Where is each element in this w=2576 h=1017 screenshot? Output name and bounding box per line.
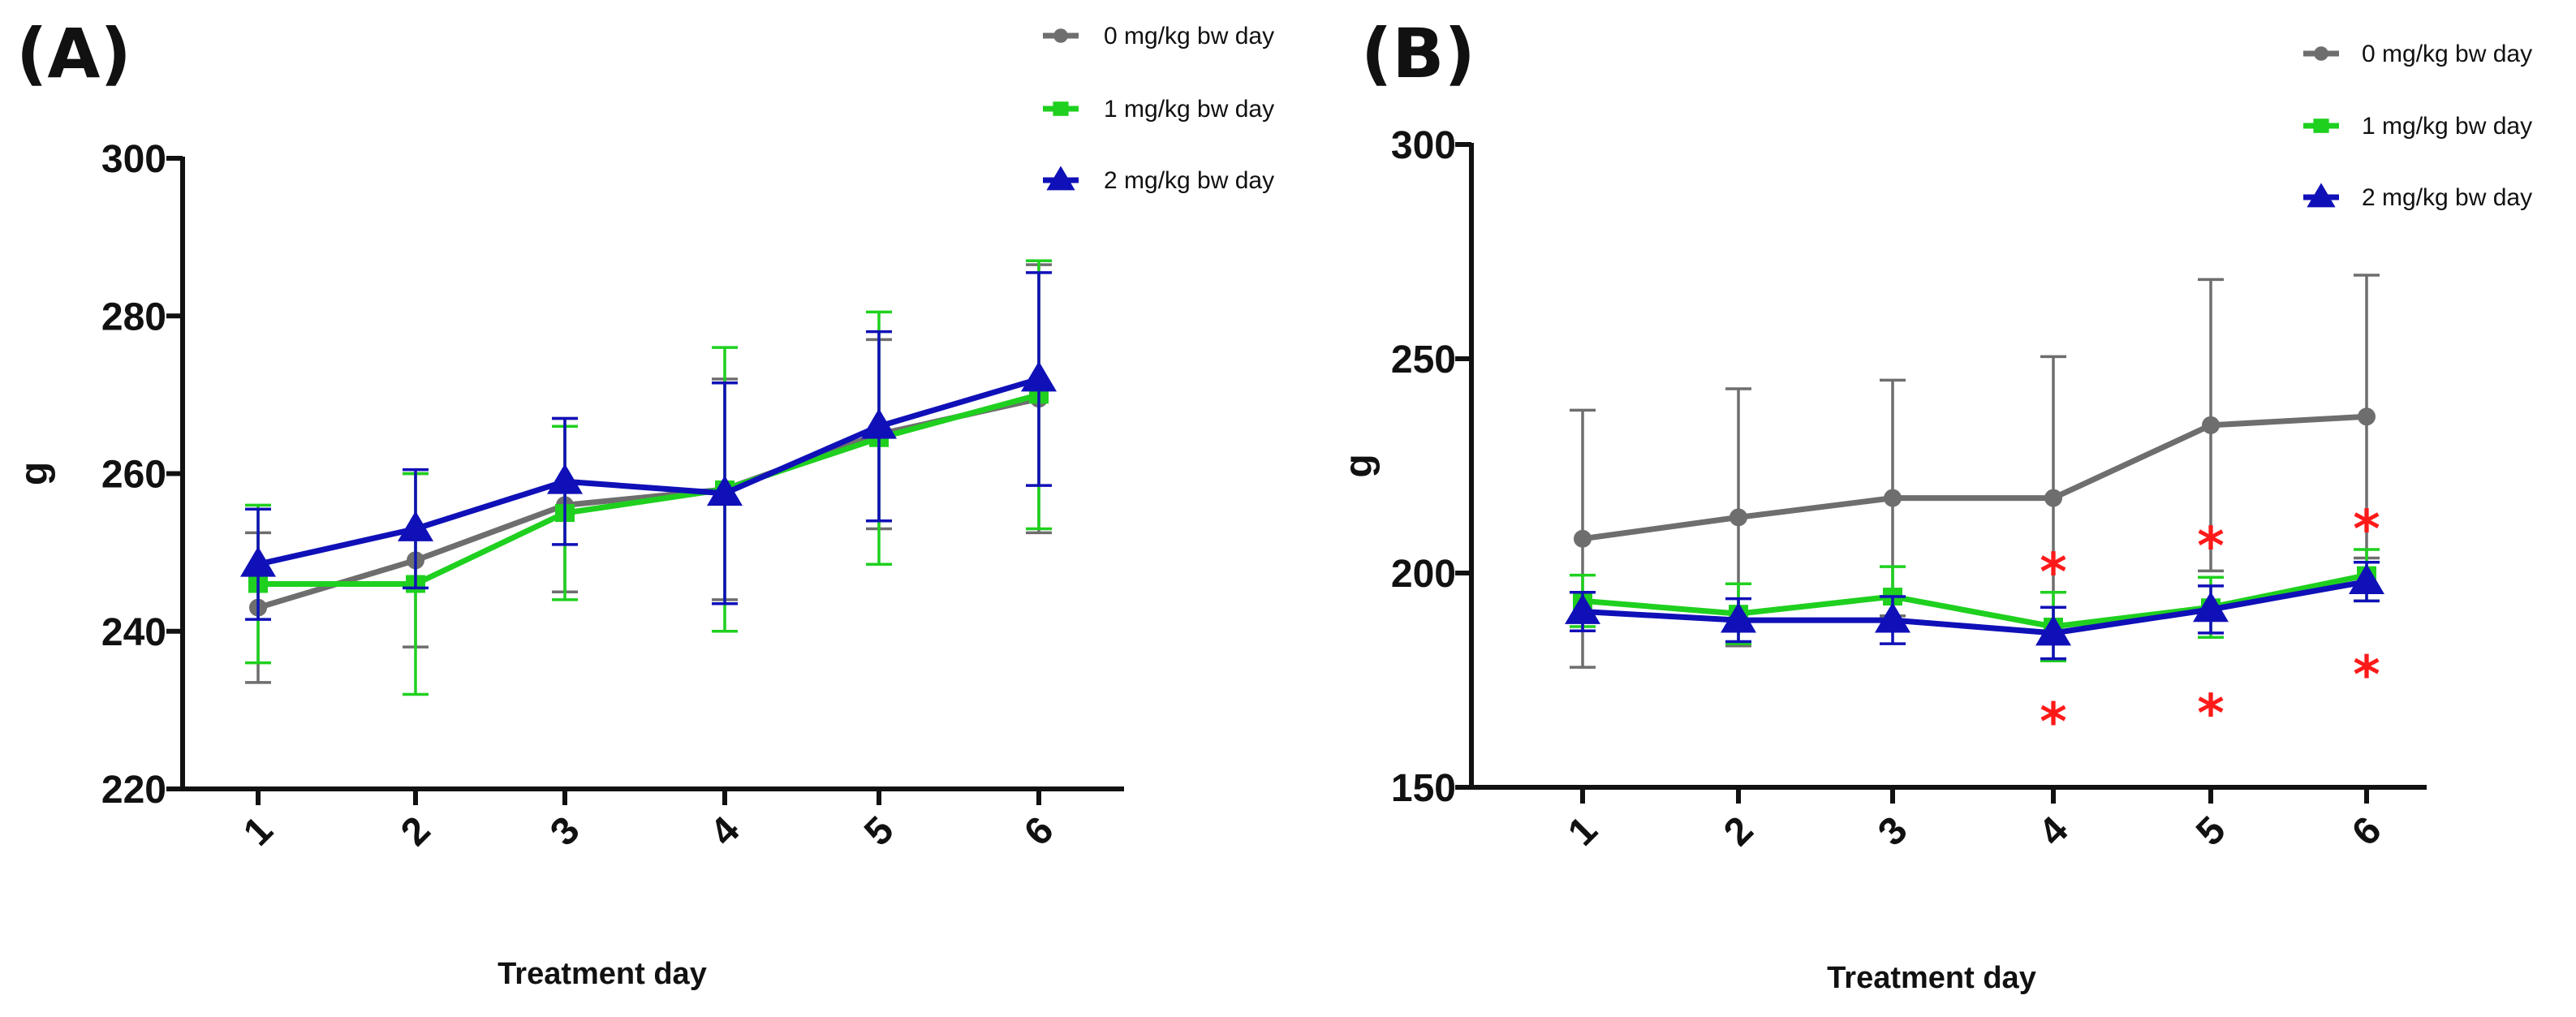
y-tick-label: 260 bbox=[101, 454, 166, 497]
legend-entry: 0 mg/kg bw day bbox=[1043, 23, 1274, 50]
data-point bbox=[1884, 489, 1902, 507]
y-tick-label: 200 bbox=[1391, 553, 1456, 596]
x-tick-label: 1 bbox=[235, 808, 281, 854]
x-tick-label: 5 bbox=[2188, 808, 2234, 854]
data-point bbox=[2358, 407, 2376, 426]
significance-asterisk: * bbox=[2353, 500, 2380, 560]
legend-label: 1 mg/kg bw day bbox=[1104, 96, 1274, 123]
x-tick-label: 5 bbox=[856, 808, 902, 854]
y-tick-label: 240 bbox=[101, 611, 166, 654]
data-point bbox=[2044, 489, 2062, 507]
y-tick-label: 220 bbox=[101, 769, 166, 812]
x-tick-label: 6 bbox=[2344, 808, 2389, 854]
data-point bbox=[398, 511, 433, 541]
significance-asterisk: * bbox=[2040, 543, 2066, 603]
data-point bbox=[2202, 416, 2220, 434]
legend-label: 0 mg/kg bw day bbox=[1104, 23, 1274, 50]
data-point bbox=[2193, 591, 2229, 623]
y-tick-label: 250 bbox=[1391, 338, 1456, 381]
legend-entry: 1 mg/kg bw day bbox=[1043, 96, 1274, 123]
significance-asterisk: * bbox=[2197, 517, 2224, 577]
data-point bbox=[707, 475, 743, 506]
data-point bbox=[1574, 529, 1592, 548]
significance-asterisk: * bbox=[2197, 684, 2224, 744]
significance-asterisk: * bbox=[2040, 693, 2066, 753]
data-point bbox=[1565, 593, 1600, 624]
data-point bbox=[2035, 614, 2071, 646]
x-tick-label: 2 bbox=[1716, 808, 1761, 854]
legend-entry: 1 mg/kg bw day bbox=[2303, 113, 2532, 140]
y-tick-label: 150 bbox=[1391, 767, 1456, 810]
x-tick-label: 3 bbox=[1870, 808, 1915, 854]
x-tick-label: 3 bbox=[542, 808, 588, 854]
legend-label: 2 mg/kg bw day bbox=[1104, 167, 1274, 194]
series-1 bbox=[245, 259, 1052, 696]
data-point bbox=[240, 546, 276, 577]
y-axis-title: g bbox=[1338, 454, 1381, 477]
x-tick-label: 6 bbox=[1016, 808, 1062, 854]
y-tick-label: 280 bbox=[101, 295, 166, 338]
y-tick-label: 300 bbox=[101, 138, 166, 181]
legend-marker bbox=[1053, 101, 1069, 116]
panel-label: (B) bbox=[1361, 14, 1475, 93]
series-0 bbox=[245, 263, 1052, 684]
series-line bbox=[1582, 579, 2367, 636]
data-point bbox=[1730, 508, 1747, 527]
data-point bbox=[1721, 602, 1756, 633]
y-axis-title: g bbox=[13, 462, 56, 485]
legend-label: 2 mg/kg bw day bbox=[2362, 184, 2532, 211]
x-tick-label: 4 bbox=[702, 808, 748, 855]
panel-a: (A) 220 240 260 280 300 1 2 3 4 5 6 g Treatment day 0 … bbox=[13, 14, 1274, 991]
x-axis-title: Treatment day bbox=[1827, 961, 2036, 995]
data-point bbox=[1021, 360, 1057, 392]
data-point bbox=[2349, 563, 2384, 594]
series-1 bbox=[1570, 548, 2380, 662]
legend-marker bbox=[1053, 28, 1068, 43]
legend-marker bbox=[2307, 183, 2336, 208]
data-point bbox=[547, 463, 583, 494]
series-2 bbox=[1565, 561, 2384, 661]
data-point bbox=[1875, 602, 1910, 633]
legend-entry: 2 mg/kg bw day bbox=[2303, 183, 2532, 211]
legend-marker bbox=[1046, 166, 1075, 191]
y-tick-label: 300 bbox=[1391, 124, 1456, 167]
significance-asterisk: * bbox=[2353, 646, 2380, 706]
panel-label: (A) bbox=[16, 14, 131, 93]
legend-entry: 2 mg/kg bw day bbox=[1043, 166, 1274, 194]
series-2 bbox=[240, 271, 1057, 621]
legend-label: 1 mg/kg bw day bbox=[2362, 113, 2532, 140]
data-point bbox=[861, 408, 897, 439]
legend-entry: 0 mg/kg bw day bbox=[2303, 41, 2532, 67]
legend-label: 0 mg/kg bw day bbox=[2362, 41, 2532, 67]
x-tick-label: 2 bbox=[393, 808, 438, 854]
series-line bbox=[258, 391, 1040, 587]
legend-marker bbox=[2313, 119, 2329, 133]
x-axis-title: Treatment day bbox=[498, 957, 707, 991]
x-tick-label: 1 bbox=[1560, 808, 1605, 854]
series-line bbox=[1582, 413, 2367, 542]
panel-b: (B) 150 200 250 300 1 2 3 4 5 6 g Treatment day * * * * *… bbox=[1338, 14, 2532, 995]
series-line bbox=[257, 376, 1040, 567]
legend-marker bbox=[2314, 46, 2328, 61]
x-tick-label: 4 bbox=[2031, 808, 2077, 855]
series-0 bbox=[1570, 274, 2380, 669]
